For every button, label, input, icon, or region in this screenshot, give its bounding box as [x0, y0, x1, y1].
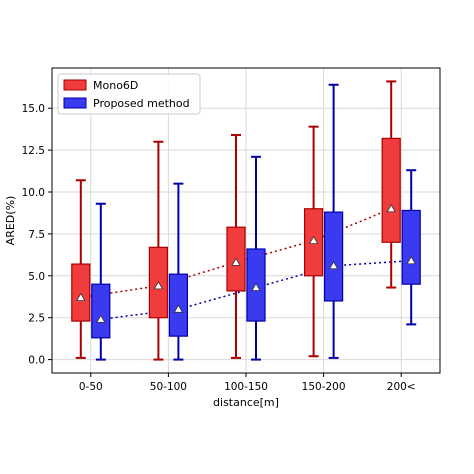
box [226, 134, 246, 359]
y-tick-label: 2.5 [28, 313, 45, 325]
y-tick-label: 10.0 [22, 187, 45, 199]
mean-trend-lines [80, 208, 412, 321]
box [401, 169, 421, 326]
x-axis-label: distance[m] [213, 396, 279, 409]
box-plot-series [71, 80, 421, 361]
box [168, 182, 188, 361]
y-tick-label: 7.5 [28, 229, 45, 241]
legend-swatch-proposed-method [63, 97, 87, 109]
legend-swatch-mono6d [63, 79, 87, 91]
legend-label-proposed-method: Proposed method [93, 97, 190, 110]
x-axis-ticks: 0-50 50-100 100-150 150-200 200< [79, 373, 416, 393]
box [324, 83, 344, 359]
mean-marker [153, 281, 164, 290]
legend-box [57, 73, 201, 115]
y-tick-label: 15.0 [22, 103, 45, 115]
box [91, 202, 111, 361]
x-tick-label: 150-200 [302, 381, 346, 393]
box-body [71, 263, 91, 322]
mean-marker [308, 235, 319, 245]
box-body [381, 137, 401, 243]
y-tick-label: 5.0 [28, 271, 45, 283]
mean-marker [406, 255, 416, 265]
legend: Mono6D Proposed method [57, 73, 201, 115]
box [71, 179, 91, 359]
y-axis-label: ARED(%) [4, 196, 17, 246]
box-body [324, 211, 344, 302]
x-tick-label: 0-50 [79, 381, 103, 393]
box [381, 80, 401, 289]
legend-label-mono6d: Mono6D [93, 79, 138, 92]
x-tick-label: 50-100 [150, 381, 187, 393]
mean-marker [386, 203, 396, 213]
box [246, 155, 266, 361]
y-tick-label: 12.5 [22, 145, 45, 157]
mean-marker [251, 282, 261, 291]
y-axis-ticks: 0.0 2.5 5.0 7.5 10.0 12.5 15.0 [22, 103, 52, 367]
mean-marker [173, 304, 184, 313]
mean-marker [76, 292, 86, 301]
x-tick-label: 100-150 [224, 381, 268, 393]
mean-marker [328, 260, 339, 270]
box [304, 125, 324, 358]
mean-trend-line [100, 259, 412, 321]
box-body [91, 283, 111, 339]
box [148, 140, 168, 361]
mean-marker [231, 257, 241, 266]
box-body [401, 209, 421, 285]
mean-marker [96, 314, 106, 323]
y-tick-label: 0.0 [28, 355, 45, 367]
x-tick-label: 200< [387, 381, 416, 393]
